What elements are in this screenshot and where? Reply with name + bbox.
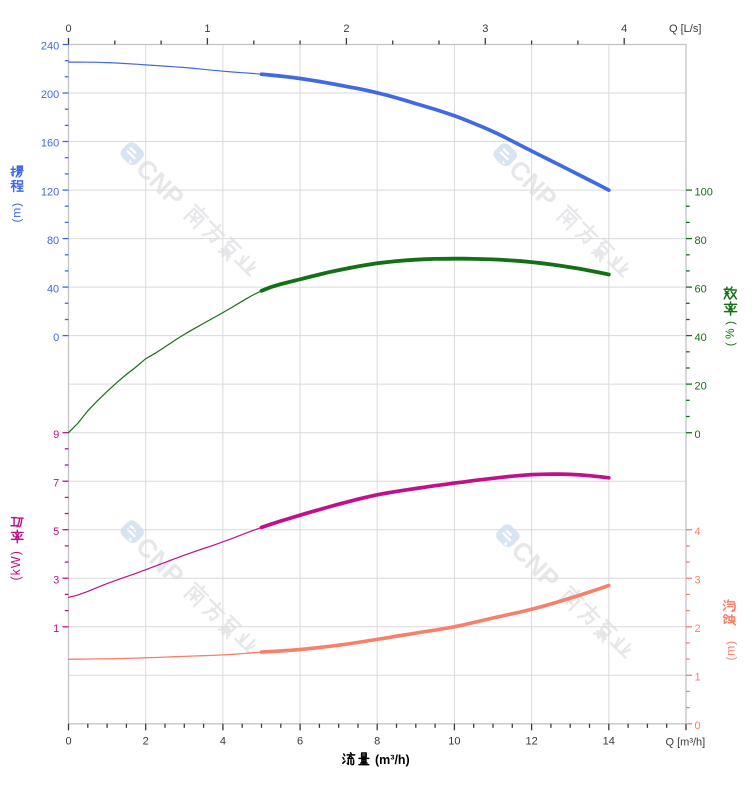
svg-text:2: 2	[343, 23, 349, 35]
svg-text:100: 100	[695, 186, 713, 198]
svg-text:40: 40	[695, 332, 707, 344]
svg-text:4: 4	[695, 526, 701, 538]
svg-text:0: 0	[695, 720, 701, 732]
svg-text:1: 1	[53, 623, 59, 635]
svg-text:3: 3	[53, 574, 59, 586]
svg-text:0: 0	[53, 332, 59, 344]
svg-text:Q [L/s]: Q [L/s]	[669, 23, 701, 35]
svg-text:10: 10	[448, 736, 460, 748]
svg-text:4: 4	[220, 736, 226, 748]
svg-text:3: 3	[695, 574, 701, 586]
svg-text:( % ): ( % )	[723, 321, 737, 346]
svg-text:6: 6	[297, 736, 303, 748]
svg-text:8: 8	[374, 736, 380, 748]
svg-text:60: 60	[695, 283, 707, 295]
svg-text:0: 0	[65, 736, 71, 748]
svg-text:2: 2	[695, 623, 701, 635]
svg-text:80: 80	[695, 235, 707, 247]
svg-text:200: 200	[41, 89, 59, 101]
svg-text:160: 160	[41, 138, 59, 150]
svg-text:2: 2	[143, 736, 149, 748]
svg-text:(m): (m)	[9, 202, 23, 222]
svg-text:9: 9	[53, 429, 59, 441]
svg-text:0: 0	[695, 429, 701, 441]
svg-text:Q [m³/h]: Q [m³/h]	[666, 737, 706, 749]
svg-text:40: 40	[47, 283, 59, 295]
svg-text:1: 1	[204, 23, 210, 35]
svg-text:1: 1	[695, 672, 701, 684]
svg-text:0: 0	[65, 23, 71, 35]
svg-text:240: 240	[41, 41, 59, 53]
svg-text:80: 80	[47, 235, 59, 247]
svg-text:(m³/h): (m³/h)	[375, 753, 410, 767]
svg-text:(m): (m)	[723, 640, 737, 660]
svg-text:14: 14	[603, 736, 615, 748]
svg-text:7: 7	[53, 477, 59, 489]
svg-text:5: 5	[53, 526, 59, 538]
svg-text:3: 3	[482, 23, 488, 35]
svg-text:12: 12	[525, 736, 537, 748]
svg-text:20: 20	[695, 380, 707, 392]
svg-text:(kW): (kW)	[9, 550, 23, 580]
svg-text:120: 120	[41, 186, 59, 198]
svg-text:4: 4	[621, 23, 627, 35]
